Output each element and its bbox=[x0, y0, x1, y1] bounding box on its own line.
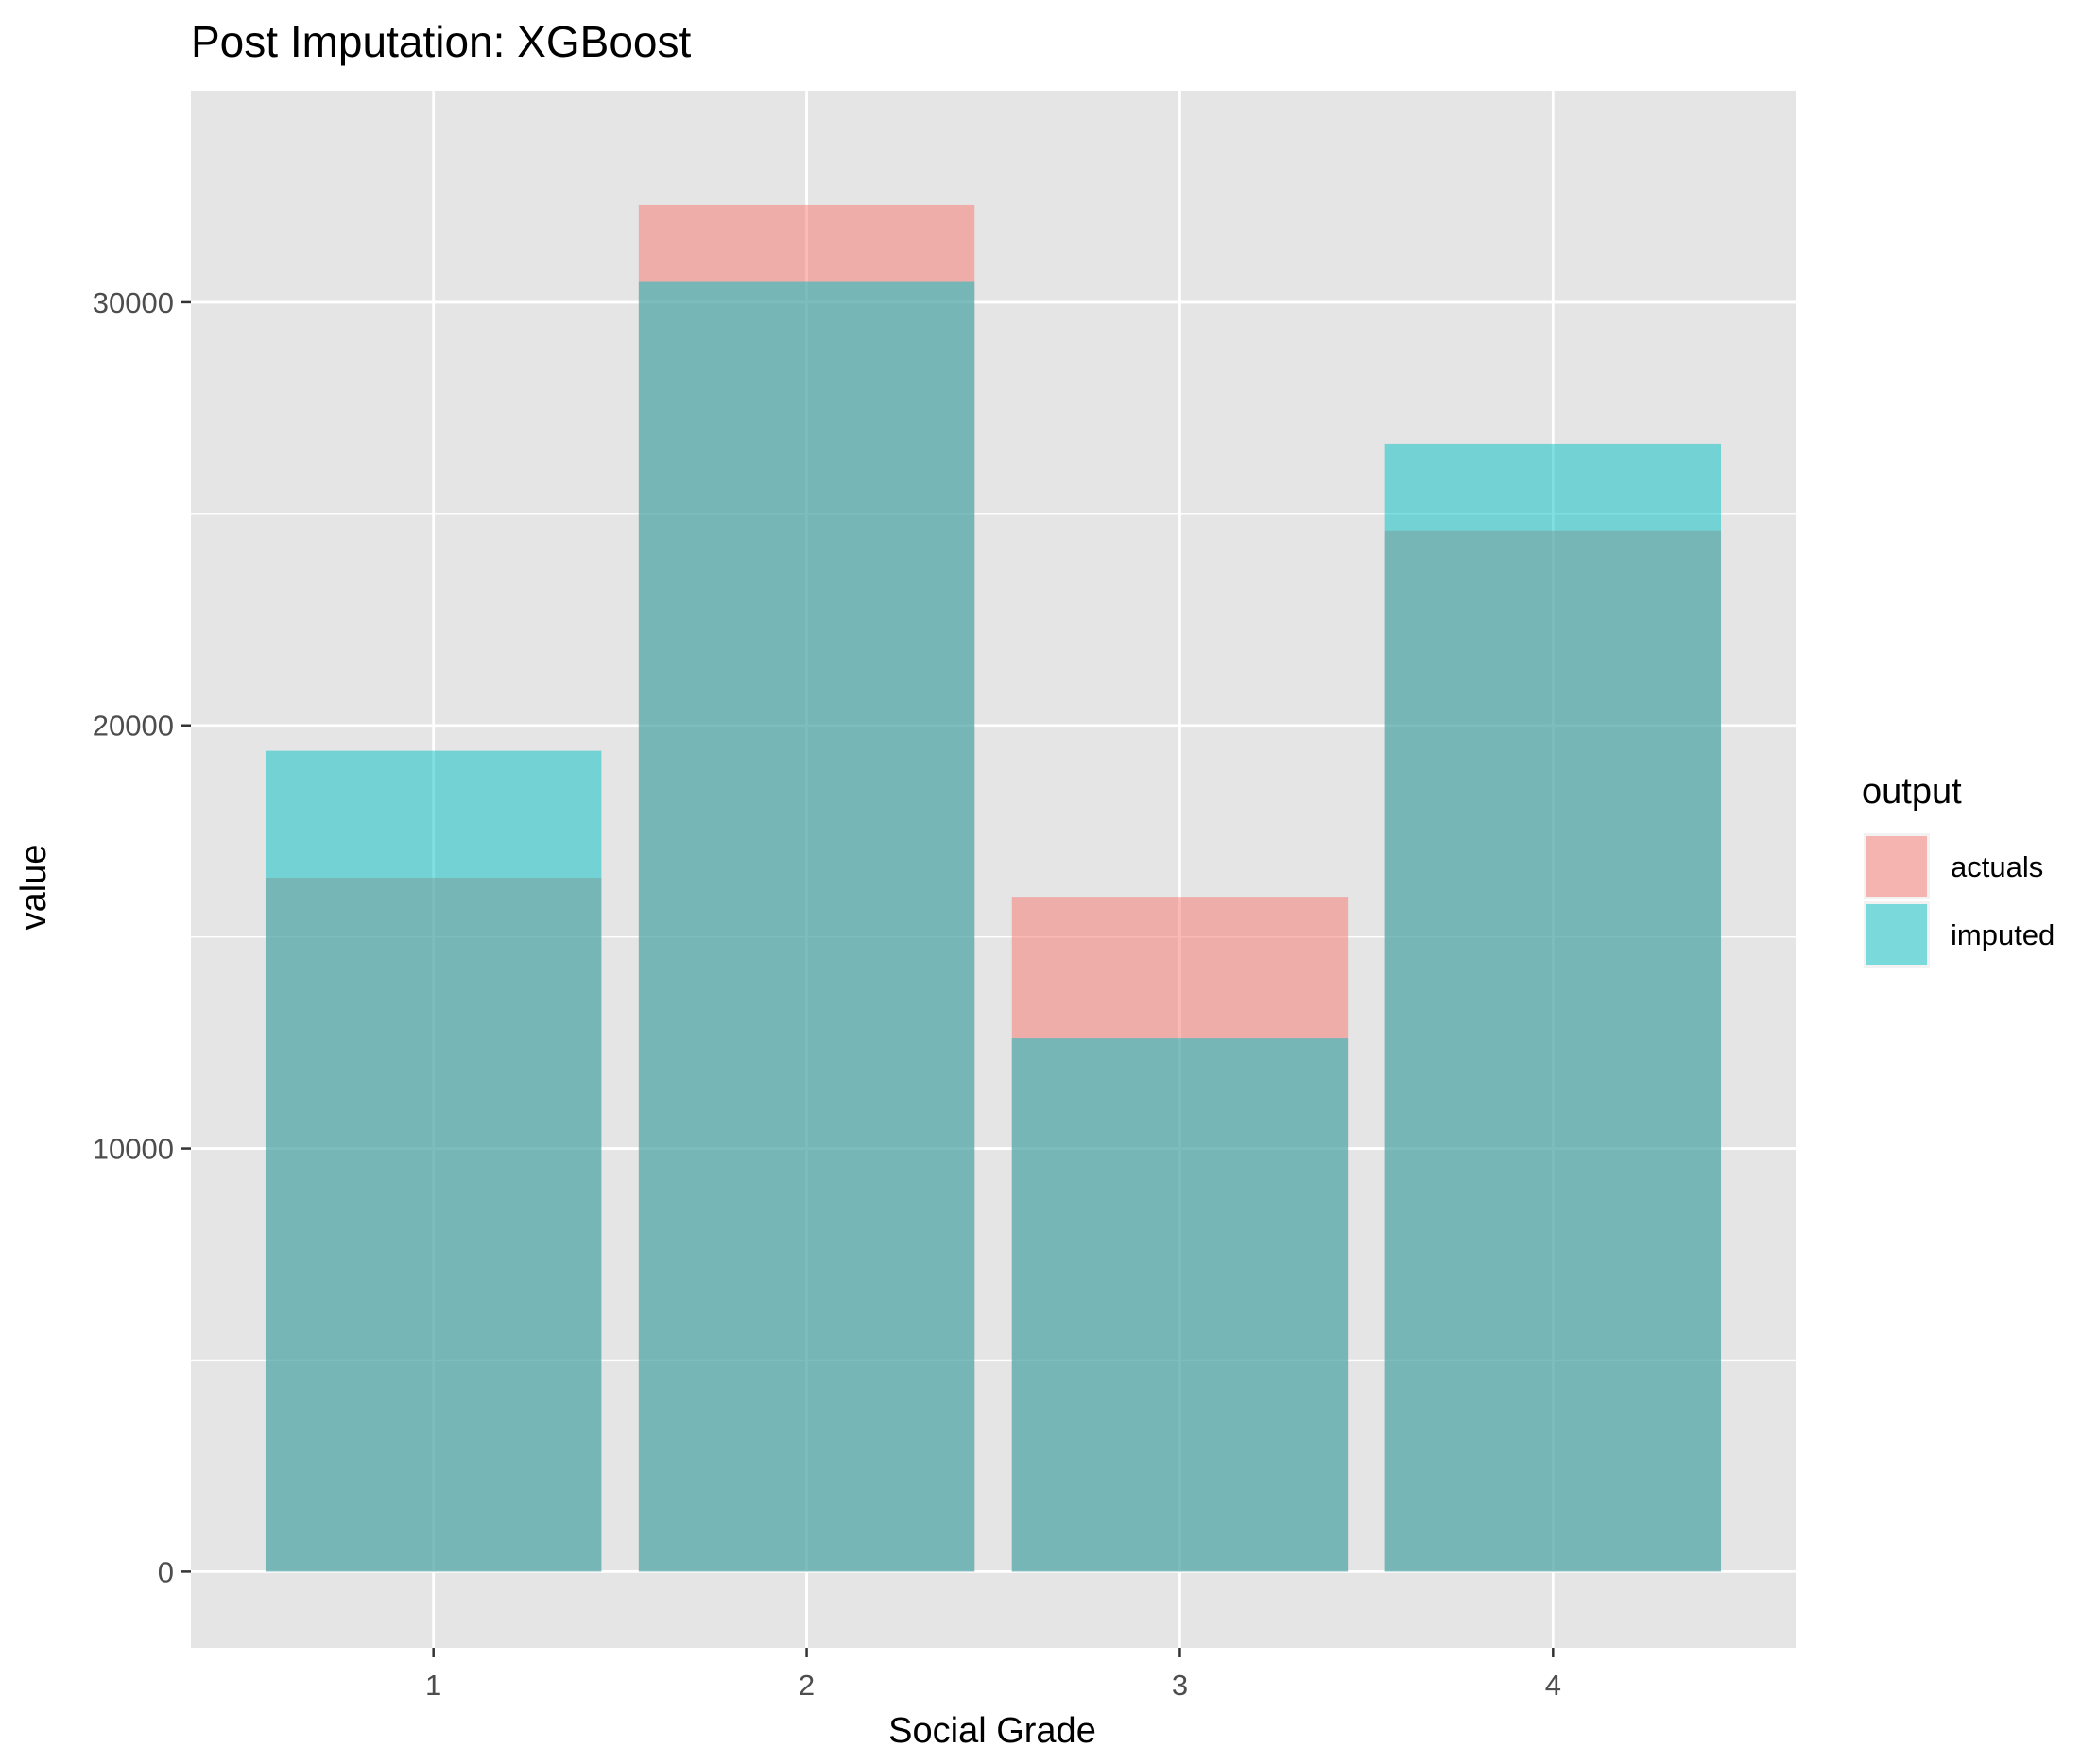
bar-imputed-3 bbox=[1011, 1038, 1349, 1572]
bar-imputed-1 bbox=[265, 750, 602, 1572]
legend-label-actuals: actuals bbox=[1951, 850, 2043, 883]
legend-title: output bbox=[1862, 772, 1962, 812]
bar-imputed-4 bbox=[1384, 443, 1722, 1572]
y-tick-label: 20000 bbox=[93, 710, 174, 743]
y-tick-label: 0 bbox=[158, 1555, 174, 1588]
x-axis-label: Social Grade bbox=[888, 1711, 1096, 1751]
axes: 0 10000 20000 30000 1 2 3 4 bbox=[93, 286, 1561, 1702]
legend-swatch-actuals bbox=[1866, 836, 1927, 897]
x-tick-label: 3 bbox=[1172, 1669, 1188, 1702]
y-tick-label: 30000 bbox=[93, 286, 174, 319]
x-tick-label: 1 bbox=[425, 1669, 441, 1702]
bars bbox=[265, 204, 1722, 1572]
legend: output actuals imputed bbox=[1862, 772, 2055, 968]
chart-title: Post Imputation: XGBoost bbox=[191, 17, 691, 66]
bar-imputed-2 bbox=[638, 281, 975, 1572]
legend-label-imputed: imputed bbox=[1951, 918, 2055, 951]
y-tick-label: 10000 bbox=[93, 1133, 174, 1166]
x-tick-label: 2 bbox=[799, 1669, 815, 1702]
legend-swatch-imputed bbox=[1866, 904, 1927, 965]
y-axis-label: value bbox=[14, 845, 54, 931]
x-tick-label: 4 bbox=[1545, 1669, 1561, 1702]
